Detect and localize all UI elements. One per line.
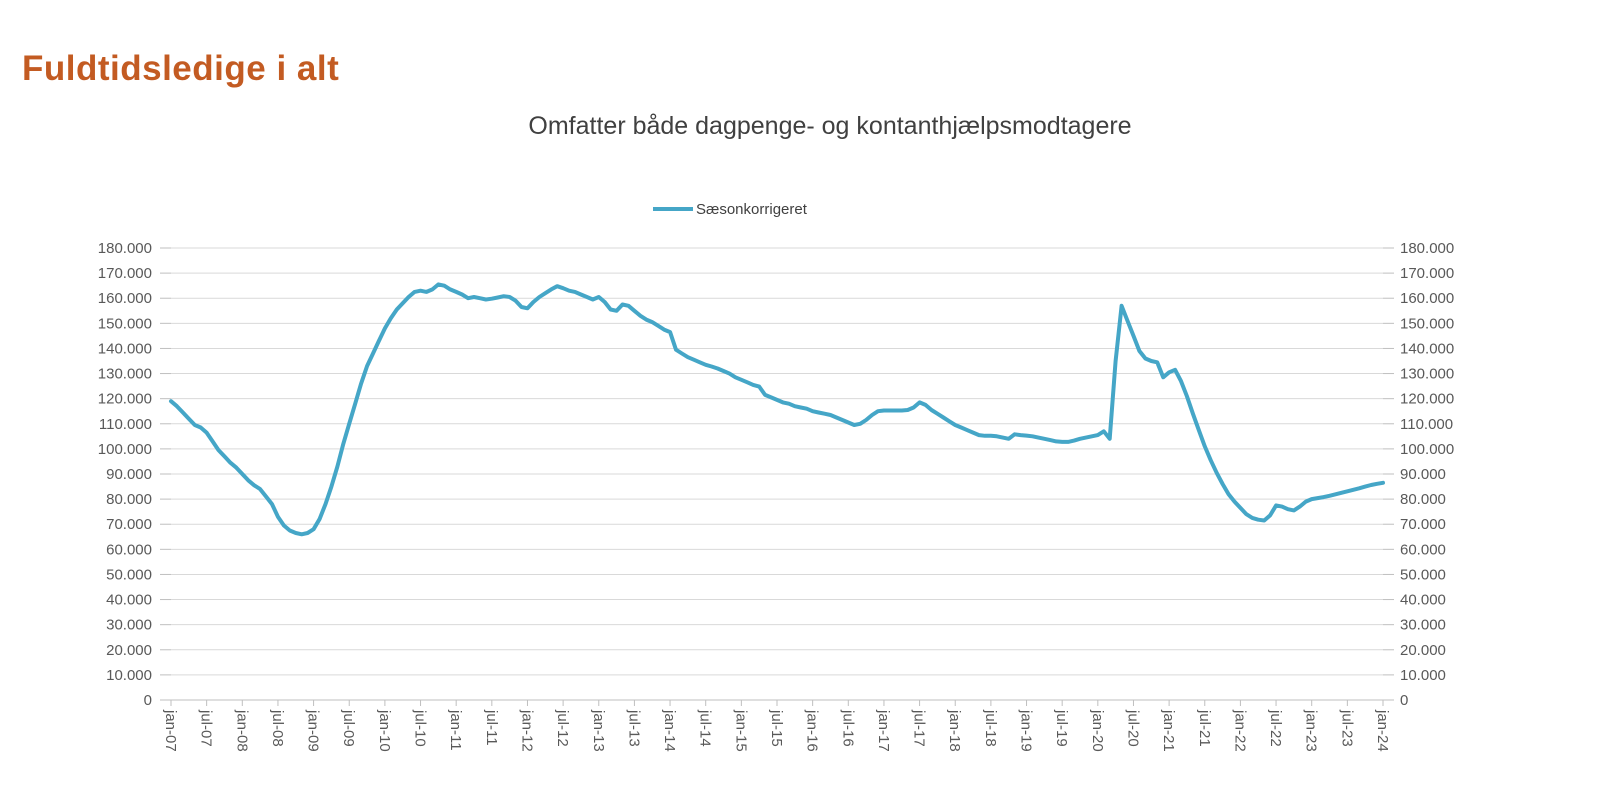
y-axis-label-right: 40.000 bbox=[1400, 592, 1446, 609]
legend-label: Sæsonkorrigeret bbox=[696, 200, 807, 218]
x-axis-label: jul-17 bbox=[911, 709, 928, 747]
y-axis-label-left: 10.000 bbox=[106, 667, 152, 684]
x-axis-label: jul-11 bbox=[483, 709, 500, 746]
y-axis-label-left: 20.000 bbox=[106, 642, 152, 659]
x-axis-label: jan-07 bbox=[162, 709, 179, 752]
y-axis-label-left: 180.000 bbox=[98, 240, 152, 257]
y-axis-label-right: 170.000 bbox=[1400, 265, 1454, 282]
x-axis-label: jan-10 bbox=[376, 709, 393, 752]
x-axis-label: jul-23 bbox=[1338, 709, 1355, 747]
y-axis-label-right: 110.000 bbox=[1400, 416, 1453, 433]
x-axis-label: jan-13 bbox=[590, 709, 607, 752]
y-axis-label-right: 180.000 bbox=[1400, 240, 1454, 257]
x-axis-label: jan-24 bbox=[1374, 709, 1391, 752]
y-axis-label-right: 10.000 bbox=[1400, 667, 1446, 684]
x-axis-label: jul-19 bbox=[1053, 709, 1070, 747]
x-axis-label: jan-21 bbox=[1160, 709, 1177, 752]
x-axis-label: jan-17 bbox=[875, 709, 892, 752]
y-axis-label-left: 50.000 bbox=[106, 566, 152, 583]
y-axis-label-right: 140.000 bbox=[1400, 340, 1454, 357]
x-axis-label: jan-14 bbox=[661, 709, 678, 752]
y-axis-label-right: 160.000 bbox=[1400, 290, 1454, 307]
y-axis-label-right: 130.000 bbox=[1400, 366, 1454, 383]
y-axis-label-right: 50.000 bbox=[1400, 566, 1446, 583]
x-axis-label: jan-16 bbox=[804, 709, 821, 752]
y-axis-label-left: 120.000 bbox=[98, 391, 152, 408]
y-axis-label-left: 150.000 bbox=[98, 315, 152, 332]
x-axis-label: jan-19 bbox=[1018, 709, 1035, 752]
x-axis-label: jan-08 bbox=[233, 709, 250, 752]
x-axis-label: jan-18 bbox=[946, 709, 963, 752]
x-axis-label: jul-16 bbox=[839, 709, 856, 747]
y-axis-label-left: 140.000 bbox=[98, 340, 152, 357]
y-axis-label-right: 90.000 bbox=[1400, 466, 1446, 483]
y-axis-label-right: 70.000 bbox=[1400, 516, 1446, 533]
x-axis-label: jul-18 bbox=[982, 709, 999, 747]
x-axis-label: jul-22 bbox=[1267, 709, 1284, 747]
page-title: Fuldtidsledige i alt bbox=[22, 49, 340, 89]
y-axis-label-left: 170.000 bbox=[98, 265, 152, 282]
x-axis-label: jul-15 bbox=[768, 709, 785, 747]
legend: Sæsonkorrigeret bbox=[653, 200, 807, 218]
y-axis-label-left: 70.000 bbox=[106, 516, 152, 533]
y-axis-label-right: 30.000 bbox=[1400, 617, 1446, 634]
legend-line-swatch bbox=[653, 207, 693, 211]
x-axis-label: jan-15 bbox=[732, 709, 749, 752]
y-axis-label-right: 20.000 bbox=[1400, 642, 1446, 659]
y-axis-label-left: 130.000 bbox=[98, 366, 152, 383]
y-axis-label-right: 120.000 bbox=[1400, 391, 1454, 408]
y-axis-label-left: 30.000 bbox=[106, 617, 152, 634]
y-axis-label-right: 100.000 bbox=[1400, 441, 1454, 458]
x-axis-label: jul-08 bbox=[269, 709, 286, 747]
y-axis-label-left: 90.000 bbox=[106, 466, 152, 483]
y-axis-label-right: 0 bbox=[1400, 692, 1408, 709]
y-axis-label-left: 0 bbox=[144, 692, 152, 709]
chart-title: Omfatter både dagpenge- og kontanthjælps… bbox=[528, 112, 1132, 140]
y-axis-label-left: 110.000 bbox=[99, 416, 152, 433]
x-axis-label: jan-09 bbox=[305, 709, 322, 752]
series-line-saesonkorrigeret bbox=[169, 282, 1385, 537]
x-axis-label: jul-12 bbox=[554, 709, 571, 747]
y-axis-label-left: 160.000 bbox=[98, 290, 152, 307]
x-axis-label: jan-12 bbox=[518, 709, 535, 752]
y-axis-label-left: 60.000 bbox=[106, 541, 152, 558]
x-axis-label: jul-10 bbox=[412, 709, 429, 747]
x-axis-label: jul-09 bbox=[340, 709, 357, 747]
x-axis-label: jan-23 bbox=[1303, 709, 1320, 752]
y-axis-label-left: 100.000 bbox=[98, 441, 152, 458]
x-axis-label: jan-22 bbox=[1231, 709, 1248, 752]
x-axis-label: jul-21 bbox=[1196, 709, 1213, 747]
y-axis-label-left: 40.000 bbox=[106, 592, 152, 609]
x-axis-label: jan-20 bbox=[1089, 709, 1106, 752]
x-axis-label: jul-13 bbox=[625, 709, 642, 747]
y-axis-label-left: 80.000 bbox=[106, 491, 152, 508]
y-axis-label-right: 80.000 bbox=[1400, 491, 1446, 508]
x-axis-label: jul-14 bbox=[697, 709, 714, 747]
x-axis-label: jul-07 bbox=[198, 709, 215, 747]
x-axis-label: jul-20 bbox=[1124, 709, 1141, 747]
y-axis-label-right: 150.000 bbox=[1400, 315, 1454, 332]
y-axis-label-right: 60.000 bbox=[1400, 541, 1446, 558]
x-axis-label: jan-11 bbox=[447, 709, 464, 751]
